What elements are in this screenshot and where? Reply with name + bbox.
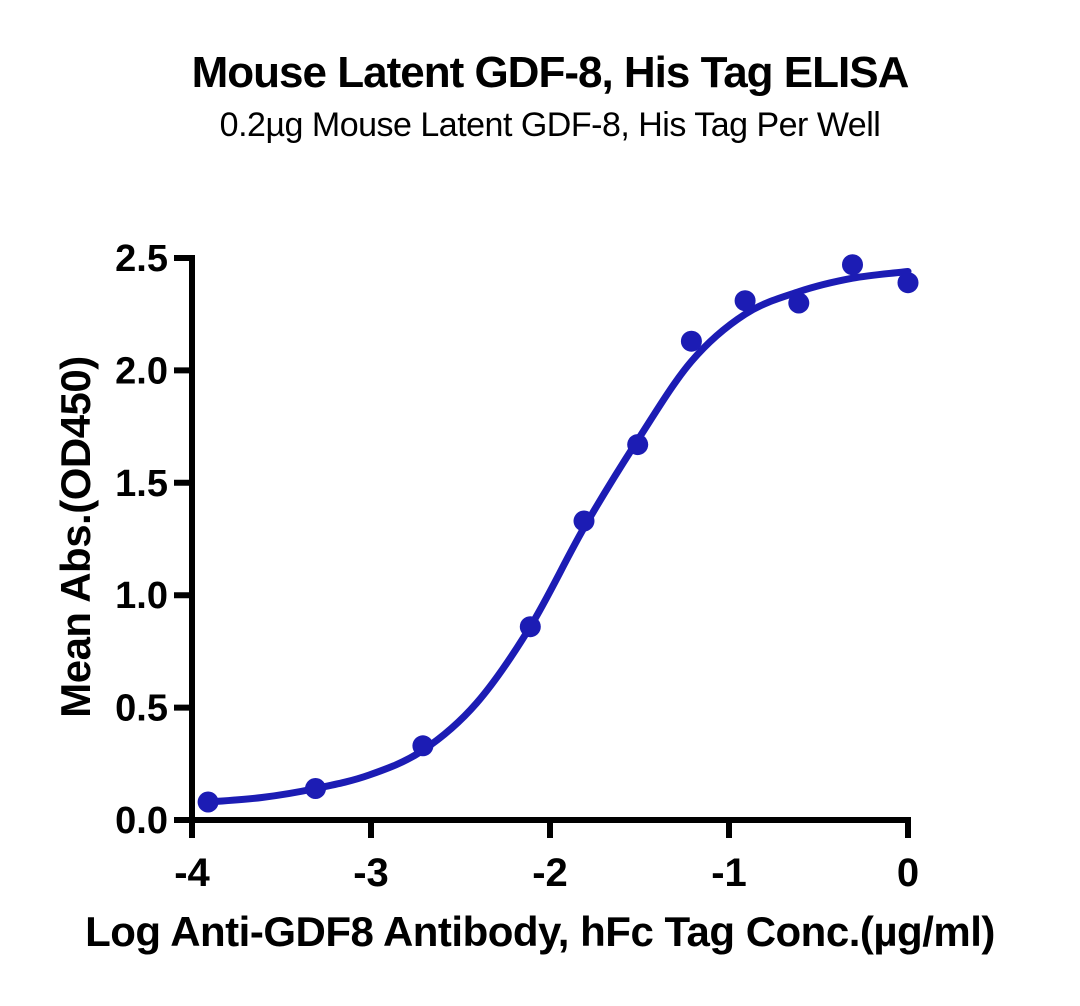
data-point-marker bbox=[788, 292, 810, 314]
chart-subtitle: 0.2µg Mouse Latent GDF-8, His Tag Per We… bbox=[219, 106, 881, 144]
data-point-marker bbox=[412, 735, 434, 757]
data-point-marker bbox=[197, 791, 219, 813]
data-point-marker bbox=[842, 254, 863, 276]
x-tick-label: -1 bbox=[711, 851, 747, 895]
chart-title: Mouse Latent GDF-8, His Tag ELISA bbox=[191, 48, 910, 97]
x-axis-title: Log Anti-GDF8 Antibody, hFc Tag Conc.(µg… bbox=[85, 908, 995, 955]
data-point-marker bbox=[734, 290, 756, 312]
x-tick-label: -3 bbox=[353, 851, 389, 895]
y-tick-label: 1.0 bbox=[115, 575, 168, 617]
data-point-marker bbox=[519, 616, 541, 638]
x-tick-label: -2 bbox=[532, 851, 568, 895]
data-point-marker bbox=[680, 330, 702, 352]
data-point-marker bbox=[897, 272, 919, 294]
data-point-marker bbox=[573, 510, 595, 532]
y-tick-label: 0.5 bbox=[115, 688, 168, 730]
data-point-marker bbox=[305, 778, 326, 799]
x-tick-label: -4 bbox=[174, 851, 210, 895]
data-point-marker bbox=[627, 434, 649, 456]
y-tick-label: 2.5 bbox=[115, 238, 168, 280]
x-tick-label: 0 bbox=[897, 851, 919, 895]
y-tick-label: 1.5 bbox=[115, 463, 168, 505]
y-tick-label: 0.0 bbox=[115, 800, 168, 842]
fit-curve-path bbox=[204, 268, 912, 806]
y-tick-label: 2.0 bbox=[115, 350, 168, 392]
